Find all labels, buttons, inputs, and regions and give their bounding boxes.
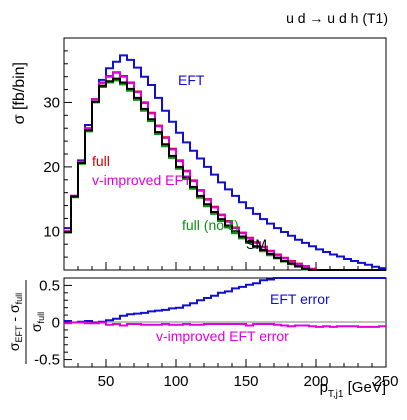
annotation-full-no-xi: full (no ξ) [182,217,239,233]
series-line-eft [64,54,386,270]
svg-text:σfull: σfull [28,312,46,332]
annotation-eft: EFT [178,72,205,88]
x-tick-label: 150 [233,373,258,390]
svg-text:σEFT - σfull: σEFT - σfull [6,293,24,351]
ratio-series-eft-error [64,277,386,324]
annotation-full: full [92,153,110,169]
y-tick-label: 10 [43,223,60,240]
x-tick-label: 250 [373,373,398,390]
annotation-eft-error: EFT error [270,291,330,307]
series-line-sm [64,77,386,271]
y-tick-label: 30 [43,94,60,111]
annotation-v-improved-eft: v-improved EFT [92,172,192,188]
ratio-series-v-improved-eft-error [64,321,386,328]
ratio-y-tick-label: 0 [52,315,60,332]
y-tick-label: 20 [43,159,60,176]
ratio-y-tick-label: 0.5 [39,277,60,294]
x-tick-label: 50 [98,373,115,390]
annotation-sm: SM [246,236,267,252]
series-line-v-improved-eft [64,71,386,271]
chart-title: u d → u d h (T1) [286,10,388,26]
x-tick-label: 200 [303,373,328,390]
y-axis-label: σ [fb/bin] [11,62,28,124]
ratio-y-tick-label: -0.5 [34,352,60,369]
x-tick-label: 100 [163,373,188,390]
x-axis-label: pT,j1 [GeV] [320,379,386,400]
annotation-v-improved-eft-error: v-improved EFT error [156,328,289,344]
